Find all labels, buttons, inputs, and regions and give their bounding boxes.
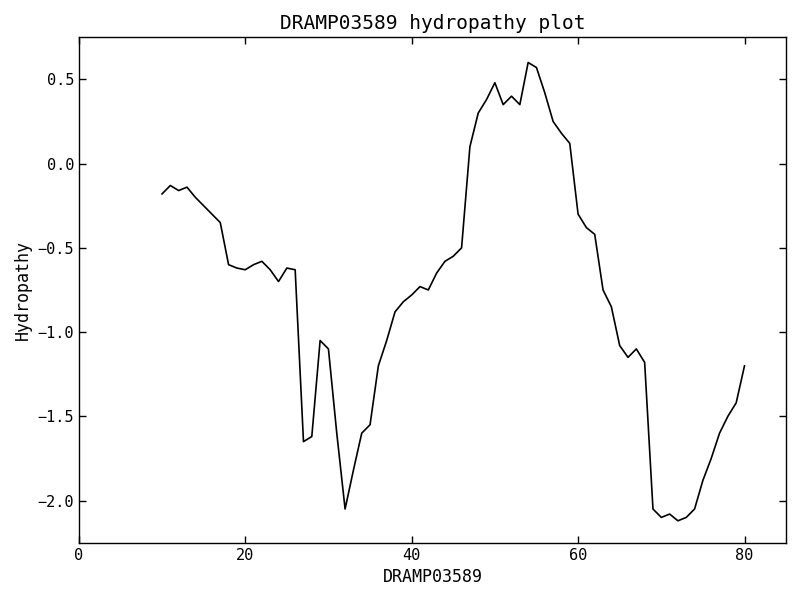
X-axis label: DRAMP03589: DRAMP03589 <box>382 568 482 586</box>
Y-axis label: Hydropathy: Hydropathy <box>14 240 32 340</box>
Title: DRAMP03589 hydropathy plot: DRAMP03589 hydropathy plot <box>280 14 586 33</box>
